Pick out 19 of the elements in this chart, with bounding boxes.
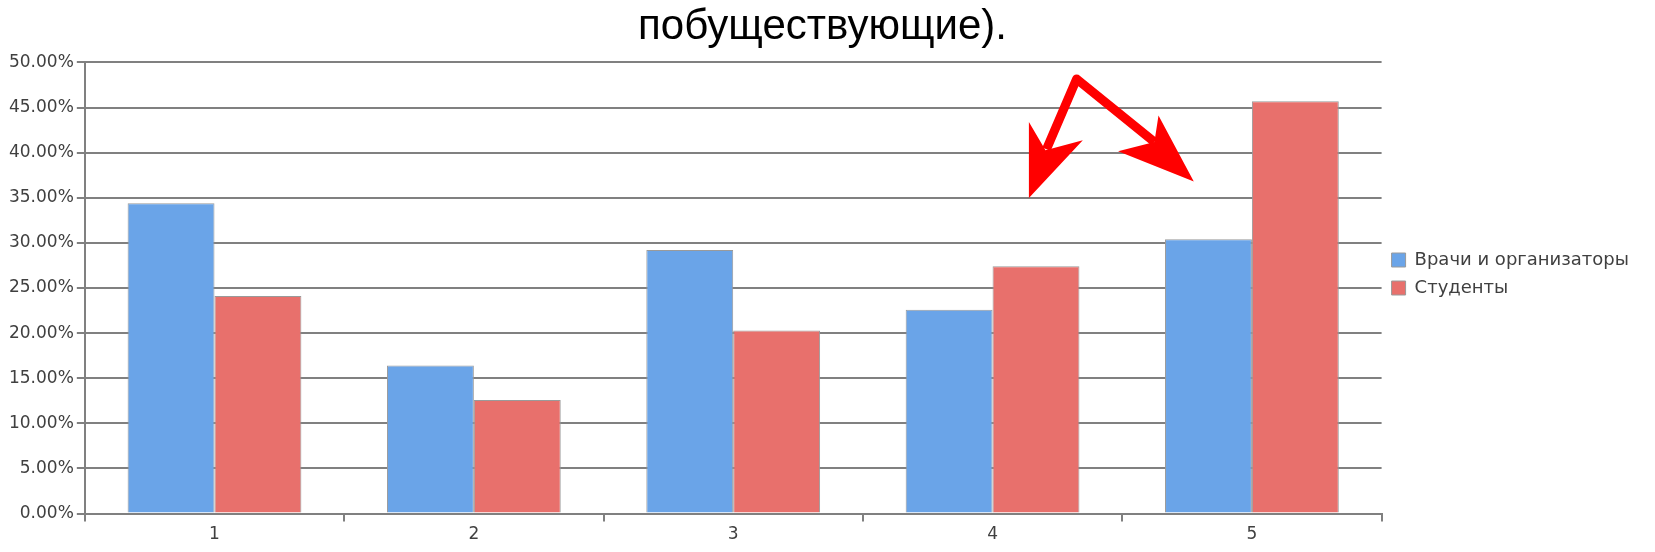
y-tick-label: 30.00% (8, 231, 74, 252)
y-tick-label: 15.00% (8, 366, 74, 387)
y-tick-label: 25.00% (8, 276, 74, 297)
y-tick-label: 5.00% (19, 456, 74, 477)
x-tick-label: 1 (209, 523, 220, 544)
x-tick-label: 3 (727, 523, 739, 544)
x-tick-label: 2 (468, 523, 480, 544)
x-tick-label: 4 (987, 523, 998, 544)
y-tick-label: 50.00% (8, 50, 74, 71)
legend-label: Врачи и организаторы (1414, 247, 1630, 269)
y-tick-label: 45.00% (8, 95, 74, 116)
x-tick-label: 5 (1246, 523, 1258, 544)
y-tick-label: 10.00% (8, 411, 74, 432)
y-tick-label: 0.00% (19, 502, 74, 523)
y-tick-label: 20.00% (8, 321, 74, 342)
y-tick-label: 40.00% (8, 141, 74, 162)
legend-label: Студенты (1414, 275, 1509, 297)
y-tick-label: 35.00% (8, 186, 74, 207)
chart-title: побуществующие). (638, 0, 1007, 48)
